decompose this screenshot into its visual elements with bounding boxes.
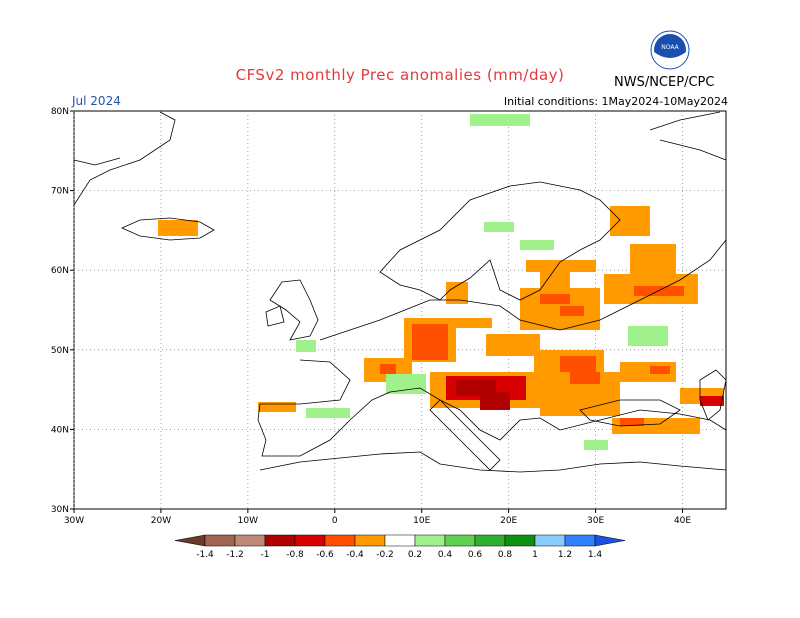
lat-tick-label: 30N	[51, 505, 69, 515]
colorbar-swatch	[384, 534, 416, 547]
anomaly-cell	[650, 366, 670, 374]
lat-tick-label: 80N	[51, 107, 69, 117]
anomaly-cell	[570, 372, 600, 384]
anomaly-cell	[620, 418, 644, 426]
colorbar-swatch	[264, 534, 296, 547]
lon-tick-label: 10W	[238, 516, 258, 526]
map-title: CFSv2 monthly Prec anomalies (mm/day)	[235, 66, 565, 84]
colorbar-label: 0.2	[408, 550, 422, 560]
colorbar-label: -0.8	[286, 550, 304, 560]
anomaly-cell	[470, 114, 530, 126]
colorbar-label: -1	[261, 550, 270, 560]
anomaly-cell	[296, 340, 316, 352]
colorbar-swatch	[444, 534, 476, 547]
anomaly-cell	[380, 364, 396, 374]
anomaly-cell	[520, 240, 554, 250]
colorbar-arrow-right	[594, 534, 626, 547]
colorbar-label: 0.8	[498, 550, 513, 560]
organization-label: NWS/NCEP/CPC	[614, 75, 715, 90]
anomaly-cell	[540, 294, 570, 304]
initial-conditions: Initial conditions: 1May2024-10May2024	[503, 95, 728, 108]
anomaly-cell	[480, 392, 510, 410]
anomaly-cell	[412, 324, 448, 360]
colorbar-label: 1	[532, 550, 538, 560]
noaa-logo: NOAA	[650, 30, 690, 70]
anomaly-cell	[306, 408, 350, 418]
colorbar-label: 1.2	[558, 550, 572, 560]
colorbar-swatch	[564, 534, 596, 547]
anomaly-cell	[258, 402, 296, 412]
colorbar-swatch	[534, 534, 566, 547]
lon-tick-label: 0	[332, 516, 338, 526]
anomaly-cell	[628, 326, 668, 346]
anomaly-cell	[158, 220, 198, 236]
logo-text: NOAA	[661, 44, 679, 51]
lat-tick-label: 60N	[51, 266, 69, 276]
lon-tick-label: 20E	[500, 516, 517, 526]
anomaly-patches	[158, 114, 724, 450]
anomaly-cell	[540, 272, 570, 292]
latitude-axis: 80N 70N 60N 50N 40N 30N	[51, 107, 74, 515]
anomaly-cell	[484, 222, 514, 232]
lon-tick-label: 10E	[413, 516, 430, 526]
anomaly-cell	[446, 282, 468, 304]
map-frame	[73, 110, 727, 510]
anomaly-cell	[630, 244, 676, 274]
colorbar-label: 0.4	[438, 550, 453, 560]
colorbar-swatch	[294, 534, 326, 547]
colorbar-swatch	[474, 534, 506, 547]
colorbar-label: -1.2	[226, 550, 244, 560]
colorbar-label: 0.6	[468, 550, 483, 560]
anomaly-cell	[386, 374, 426, 394]
colorbar-swatch	[354, 534, 386, 547]
lat-tick-label: 50N	[51, 346, 69, 356]
lon-tick-label: 20W	[151, 516, 171, 526]
colorbar-swatch	[234, 534, 266, 547]
colorbar-label: -0.4	[346, 550, 364, 560]
anomaly-cell	[526, 260, 596, 272]
colorbar-swatch	[504, 534, 536, 547]
anomaly-cell	[486, 334, 540, 356]
lat-tick-label: 40N	[51, 425, 69, 435]
forecast-month: Jul 2024	[72, 94, 121, 108]
anomaly-cell	[610, 206, 650, 236]
colorbar-arrow-left	[174, 534, 206, 547]
lat-tick-label: 70N	[51, 187, 69, 197]
anomaly-cell	[456, 318, 492, 328]
lon-tick-label: 30E	[587, 516, 604, 526]
longitude-axis: 30W 20W 10W 0 10E 20E 30E 40E	[64, 509, 691, 526]
colorbar-swatch	[324, 534, 356, 547]
anomaly-cell	[584, 440, 608, 450]
anomaly-cell	[560, 306, 584, 316]
anomaly-cell	[700, 396, 724, 406]
colorbar-swatch	[414, 534, 446, 547]
colorbar: -1.4 -1.2 -1 -0.8 -0.6 -0.4 -0.2 0.2 0.4 0.6 0.8 1 1…	[174, 534, 626, 560]
anomaly-cell	[634, 286, 684, 296]
colorbar-label: -0.6	[316, 550, 334, 560]
colorbar-swatch	[204, 534, 236, 547]
lon-tick-label: 30W	[64, 516, 84, 526]
lon-tick-label: 40E	[674, 516, 691, 526]
colorbar-label: 1.4	[588, 550, 603, 560]
coastlines	[73, 111, 727, 473]
colorbar-label: -1.4	[196, 550, 214, 560]
anomaly-cell	[560, 356, 596, 376]
graticule	[73, 111, 726, 509]
colorbar-label: -0.2	[376, 550, 394, 560]
